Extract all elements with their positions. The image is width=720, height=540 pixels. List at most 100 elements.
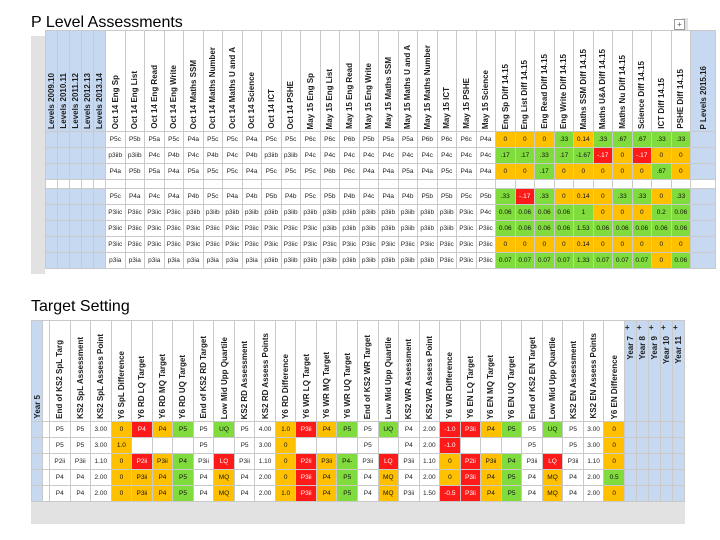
grid-cell[interactable]: .33: [592, 131, 613, 148]
assessment-column-header[interactable]: Oct 14 PSHE: [280, 30, 301, 132]
grid-cell[interactable]: P3ii: [459, 469, 482, 486]
grid-cell[interactable]: 0.07: [553, 252, 574, 269]
assessment-column-header[interactable]: Oct 14 Maths SSM: [183, 30, 204, 132]
target-column-header[interactable]: Y6 EN UQ Target: [500, 320, 523, 422]
assessment-column-header[interactable]: Oct 14 Maths U and A: [222, 30, 243, 132]
grid-cell[interactable]: P4: [131, 421, 153, 438]
grid-cell[interactable]: -.17: [592, 147, 613, 164]
grid-cell[interactable]: p3iib: [124, 147, 145, 164]
grid-cell[interactable]: .17: [495, 147, 516, 164]
expand-plus-icon[interactable]: +: [624, 323, 630, 332]
grid-cell[interactable]: MQ: [377, 485, 400, 502]
grid-cell[interactable]: P5b: [124, 163, 145, 180]
grid-cell[interactable]: MQ: [541, 469, 564, 486]
grid-cell[interactable]: P3iic: [300, 220, 321, 237]
grid-cell[interactable]: P4: [521, 469, 543, 486]
grid-cell[interactable]: P5c: [436, 163, 457, 180]
grid-cell[interactable]: P4: [398, 437, 420, 454]
grid-cell[interactable]: 1.33: [573, 252, 594, 269]
grid-cell[interactable]: 3.00: [90, 421, 112, 438]
grid-cell[interactable]: P3ii: [69, 453, 92, 470]
grid-cell[interactable]: 0: [603, 437, 625, 454]
grid-cell[interactable]: P5: [521, 421, 543, 438]
grid-cell[interactable]: P5c: [280, 163, 301, 180]
grid-cell[interactable]: 0: [631, 204, 652, 221]
grid-cell[interactable]: P3ii: [459, 485, 482, 502]
grid-cell[interactable]: 0: [110, 421, 133, 438]
grid-cell[interactable]: 0: [651, 252, 672, 269]
grid-cell[interactable]: P5b: [261, 188, 282, 205]
grid-cell[interactable]: P4c: [436, 147, 457, 164]
assessment-column-header[interactable]: May 15 Eng Sp: [300, 30, 321, 132]
grid-cell[interactable]: P6b: [339, 131, 360, 148]
grid-cell[interactable]: p3iib: [300, 252, 321, 269]
assessment-column-header[interactable]: May 15 Eng Read: [339, 30, 360, 132]
grid-cell[interactable]: P4: [521, 485, 543, 502]
grid-cell[interactable]: 1.0: [110, 437, 133, 454]
grid-cell[interactable]: P5: [49, 421, 71, 438]
grid-cell[interactable]: 1.10: [254, 453, 276, 470]
expand-plus-icon[interactable]: +: [636, 323, 642, 332]
grid-cell[interactable]: 0: [603, 421, 625, 438]
grid-cell[interactable]: P3iic: [222, 220, 243, 237]
grid-cell[interactable]: p3iib: [358, 252, 379, 269]
grid-cell[interactable]: 0.14: [573, 236, 594, 253]
target-column-header[interactable]: Y6 SpL Difference: [110, 320, 133, 422]
grid-cell[interactable]: P3iic: [475, 236, 496, 253]
grid-cell[interactable]: P5: [69, 421, 92, 438]
grid-cell[interactable]: P4: [49, 485, 71, 502]
grid-cell[interactable]: P5: [336, 485, 358, 502]
grid-cell[interactable]: MQ: [213, 485, 235, 502]
assessment-column-header[interactable]: Eng List Diff 14.15: [514, 30, 535, 132]
grid-cell[interactable]: P5c: [202, 131, 223, 148]
year-column-header[interactable]: Year 5: [30, 320, 44, 422]
grid-cell[interactable]: P4: [500, 453, 523, 470]
grid-cell[interactable]: P5b: [436, 188, 457, 205]
grid-cell[interactable]: 0.06: [514, 204, 535, 221]
grid-cell[interactable]: p3iib: [358, 204, 379, 221]
year-column-header[interactable]: Levels 2013.14: [93, 30, 106, 132]
grid-cell[interactable]: -.17: [514, 188, 535, 205]
grid-cell[interactable]: P4-: [336, 453, 358, 470]
grid-cell[interactable]: 0.07: [631, 252, 652, 269]
grid-cell[interactable]: P5a: [144, 131, 165, 148]
grid-cell[interactable]: P3ii: [131, 469, 153, 486]
grid-cell[interactable]: P3iic: [124, 204, 145, 221]
grid-cell[interactable]: P5: [500, 421, 523, 438]
grid-cell[interactable]: P3iic: [300, 236, 321, 253]
grid-cell[interactable]: P3iic: [456, 252, 477, 269]
grid-cell[interactable]: P6c: [339, 163, 360, 180]
grid-cell[interactable]: .33: [631, 188, 652, 205]
grid-cell[interactable]: P6c: [300, 131, 321, 148]
grid-cell[interactable]: P4a: [475, 131, 496, 148]
grid-cell[interactable]: .33: [534, 188, 555, 205]
grid-cell[interactable]: 3.00: [582, 421, 605, 438]
expand-plus-icon[interactable]: +: [672, 323, 678, 332]
target-column-header[interactable]: Y6 RD LQ Target: [131, 320, 153, 422]
grid-cell[interactable]: 0.06: [670, 252, 691, 269]
grid-cell[interactable]: 2.00: [418, 469, 441, 486]
grid-cell[interactable]: P3iic: [417, 236, 438, 253]
grid-cell[interactable]: P4c: [397, 147, 418, 164]
grid-cell[interactable]: P3iic: [222, 236, 243, 253]
grid-cell[interactable]: P5c: [300, 188, 321, 205]
grid-cell[interactable]: p3iib: [319, 252, 340, 269]
target-column-header[interactable]: End of KS2 WR Target: [356, 320, 379, 422]
grid-cell[interactable]: P6c: [319, 131, 340, 148]
assessment-column-header[interactable]: Maths U&A Diff 14.15: [592, 30, 613, 132]
grid-cell[interactable]: P3iic: [261, 220, 282, 237]
grid-cell[interactable]: P5: [172, 485, 194, 502]
assessment-column-header[interactable]: May 15 Eng List: [319, 30, 340, 132]
grid-cell[interactable]: 0: [670, 163, 691, 180]
grid-cell[interactable]: P4: [233, 485, 256, 502]
grid-cell[interactable]: 0.5: [603, 469, 625, 486]
grid-cell[interactable]: P2ii: [49, 453, 71, 470]
grid-cell[interactable]: P3iic: [124, 220, 145, 237]
expand-plus-icon[interactable]: +: [660, 323, 666, 332]
assessment-column-header[interactable]: Eng Write Diff 14.15: [553, 30, 574, 132]
grid-cell[interactable]: [480, 437, 502, 454]
assessment-column-header[interactable]: May 15 ICT: [436, 30, 457, 132]
grid-cell[interactable]: 0: [592, 163, 613, 180]
grid-cell[interactable]: P3iic: [456, 204, 477, 221]
year-column-header[interactable]: P Levels 2015.16: [690, 30, 716, 132]
